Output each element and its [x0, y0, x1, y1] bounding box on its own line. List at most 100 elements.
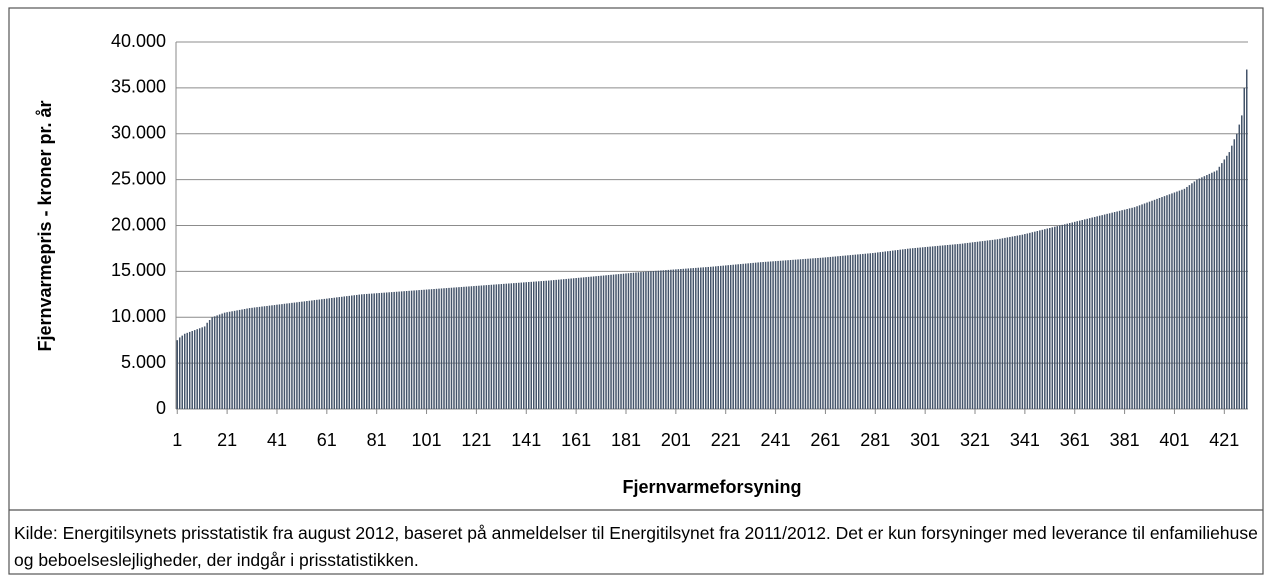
bar: [842, 255, 844, 409]
bar: [400, 291, 403, 409]
bar: [941, 245, 944, 409]
bar: [722, 265, 724, 409]
bar: [508, 283, 510, 409]
bar: [1088, 218, 1091, 409]
bar: [921, 247, 924, 409]
y-tick-label: 20.000: [111, 214, 166, 234]
bar: [667, 269, 670, 409]
bar: [1034, 231, 1036, 409]
bar: [241, 309, 243, 409]
bar: [475, 285, 478, 409]
bar: [595, 276, 597, 409]
bar: [1171, 193, 1173, 409]
bar: [1113, 212, 1116, 409]
bar: [769, 261, 772, 409]
bar: [213, 316, 216, 409]
bar: [719, 265, 722, 409]
bar: [338, 297, 341, 409]
bar: [562, 279, 565, 409]
y-tick-label: 40.000: [111, 31, 166, 51]
bar: [617, 274, 620, 409]
bar: [1118, 210, 1121, 409]
bar: [1073, 221, 1076, 409]
bar: [415, 290, 418, 409]
bar: [346, 296, 348, 409]
bar: [1223, 159, 1226, 409]
bar: [1071, 222, 1073, 409]
bar: [1064, 224, 1066, 409]
bar: [844, 255, 847, 409]
bar: [201, 327, 203, 409]
x-tick-label: 421: [1209, 430, 1239, 450]
bar: [238, 309, 241, 409]
bar: [1211, 172, 1213, 409]
bar: [243, 308, 246, 409]
bar: [1011, 236, 1014, 409]
bar: [1081, 219, 1083, 409]
bar: [296, 302, 298, 409]
bar: [547, 280, 550, 409]
bar: [1054, 226, 1056, 409]
bar: [313, 300, 316, 409]
y-tick-label: 15.000: [111, 260, 166, 280]
y-tick-label: 5.000: [121, 352, 166, 372]
bar: [632, 272, 635, 409]
bar: [223, 312, 226, 409]
bar: [360, 294, 363, 409]
bar: [1233, 139, 1236, 409]
bar: [1128, 208, 1131, 409]
bar: [542, 280, 545, 409]
bar: [580, 277, 582, 409]
bar: [752, 262, 754, 409]
bar: [729, 264, 732, 409]
bar: [188, 331, 191, 409]
bar: [585, 277, 587, 409]
bar: [493, 284, 495, 409]
bar: [458, 287, 460, 409]
bar: [363, 294, 365, 409]
bar: [390, 292, 393, 409]
bar: [353, 295, 355, 409]
bar: [650, 271, 652, 409]
bar: [263, 306, 266, 409]
bar: [485, 285, 488, 409]
bar: [926, 246, 929, 409]
bar: [697, 267, 700, 409]
bar: [1213, 171, 1216, 409]
bar: [365, 293, 368, 409]
bar: [884, 251, 887, 409]
bar: [1188, 185, 1191, 409]
bar: [565, 278, 567, 409]
bar: [774, 261, 777, 409]
bar: [273, 305, 276, 409]
bar: [246, 308, 248, 409]
bar: [323, 298, 326, 409]
bar: [906, 248, 909, 409]
bar: [600, 275, 602, 409]
bar: [894, 250, 896, 409]
bar: [847, 255, 849, 409]
bar: [896, 249, 899, 409]
bar: [687, 268, 690, 409]
bar: [453, 287, 455, 409]
bar: [899, 249, 901, 409]
bar: [976, 241, 979, 409]
bar: [181, 335, 183, 409]
bar: [1021, 234, 1024, 409]
bar: [1241, 115, 1243, 410]
bar: [665, 270, 667, 409]
bar: [1051, 227, 1054, 409]
bar: [1019, 235, 1021, 409]
caption: Kilde: Energitilsynets prisstatistik fra…: [14, 523, 1258, 570]
bar: [1163, 196, 1166, 409]
bar: [1168, 194, 1171, 409]
bar: [1056, 226, 1059, 409]
bar: [966, 242, 969, 409]
bar: [298, 301, 301, 409]
bar: [1141, 204, 1143, 409]
bar: [248, 308, 251, 409]
bar: [862, 253, 864, 409]
bar: [612, 274, 615, 409]
bar: [887, 251, 889, 409]
